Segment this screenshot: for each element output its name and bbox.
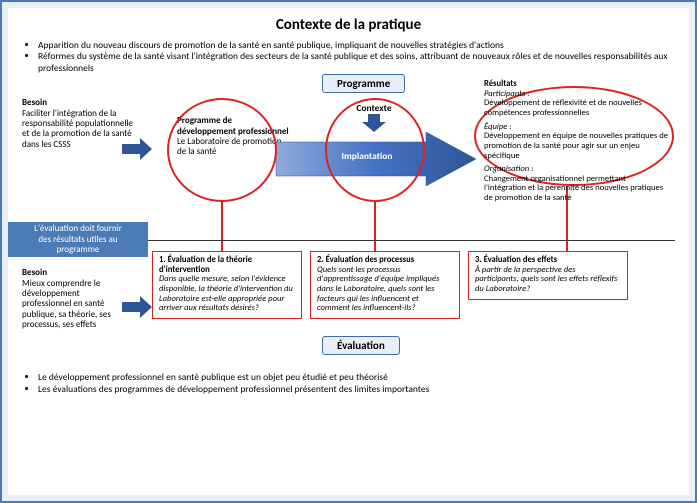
programme-pill: Programme: [322, 74, 405, 93]
results-block: Résultats Participants : Développement d…: [484, 80, 669, 208]
top-bullets: Apparition du nouveau discours de promot…: [22, 40, 675, 74]
eval-box-heading: 1. Évaluation de la théorie d'interventi…: [159, 256, 295, 275]
red-circle-contexte: [325, 98, 425, 202]
left-arrow-bottom-icon: [122, 296, 152, 318]
bottom-bullets: Le développement professionnel en santé …: [22, 372, 675, 396]
red-circle-programme: [167, 98, 277, 202]
bottom-bullet: Les évaluations des programmes de dévelo…: [38, 384, 675, 396]
need-heading: Besoin: [22, 268, 122, 278]
eval-box-3: 3. Évaluation des effets À partir de la …: [468, 251, 628, 300]
results-participants-text: Développement de réflexivité et de nouve…: [484, 99, 669, 118]
page-title: Contexte de la pratique: [22, 16, 675, 34]
results-organisation-text: Changement organisationnel permettant l'…: [484, 175, 669, 204]
eval-box-1: 1. Évaluation de la théorie d'interventi…: [152, 251, 302, 319]
diagram-area: Programme Besoin Faciliter l'intégration…: [22, 78, 675, 358]
evaluation-pill: Évaluation: [322, 336, 400, 355]
results-equipe-text: Développement en équipe de nouvelles pra…: [484, 132, 669, 161]
eval-banner: L'évaluation doit fournir des résultats …: [8, 222, 148, 257]
eval-box-body: Dans quelle mesure, selon l'évidence dis…: [159, 275, 295, 314]
left-arrow-top-icon: [122, 138, 152, 160]
need-body: Faciliter l'intégration de la responsabi…: [22, 109, 137, 150]
eval-banner-line: L'évaluation doit fournir: [12, 224, 144, 234]
need-body: Mieux comprendre le développement profes…: [22, 279, 122, 331]
top-bullet: Réformes du système de la santé visant l…: [38, 51, 675, 74]
eval-box-body: Quels sont les processus d'apprentissage…: [317, 266, 453, 314]
inner-panel: Contexte de la pratique Apparition du no…: [8, 8, 689, 495]
eval-banner-line: programme: [12, 245, 144, 255]
outer-frame: Contexte de la pratique Apparition du no…: [0, 0, 697, 503]
need-heading: Besoin: [22, 98, 137, 108]
connector-line: [221, 202, 223, 251]
connector-line: [374, 202, 376, 251]
eval-box-2: 2. Évaluation des processus Quels sont l…: [310, 251, 460, 319]
left-need-bottom: Besoin Mieux comprendre le développement…: [22, 268, 122, 330]
eval-box-body: À partir de la perspective des participa…: [475, 266, 621, 295]
left-need-top: Besoin Faciliter l'intégration de la res…: [22, 98, 137, 150]
